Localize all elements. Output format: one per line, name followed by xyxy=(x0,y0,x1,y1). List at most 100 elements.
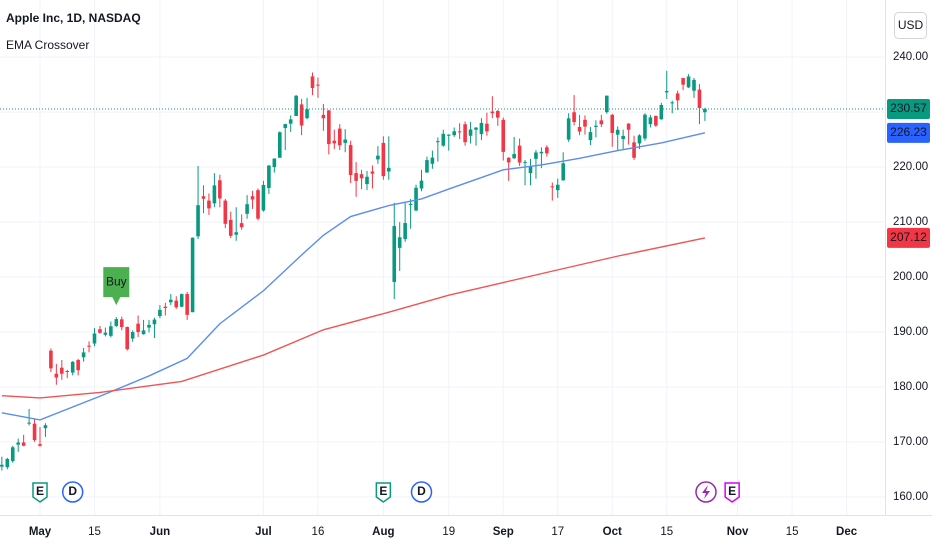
y-tick-label: 170.00 xyxy=(893,436,928,448)
currency-button[interactable] xyxy=(894,12,927,39)
candle-body xyxy=(245,204,249,214)
candle-body xyxy=(278,132,282,158)
y-tick-label: 160.00 xyxy=(893,491,928,503)
x-tick-label: Oct xyxy=(603,526,622,538)
event-marker xyxy=(61,481,84,503)
candle-body xyxy=(605,95,609,113)
event-marker xyxy=(32,482,48,503)
candle-body xyxy=(496,111,500,118)
axes: 160.00 170.00 180.00 190.00 200.00 210.00 220.… xyxy=(29,51,928,538)
candle-body xyxy=(212,185,217,204)
price-label: 230.57 xyxy=(890,101,927,115)
event-label: D xyxy=(417,484,426,498)
candle-body xyxy=(223,200,228,224)
candle-body xyxy=(32,423,37,441)
candle-body xyxy=(81,352,86,358)
candle-body xyxy=(169,299,173,303)
candle-body xyxy=(294,95,298,116)
candle-body xyxy=(299,104,304,126)
x-tick-label: Nov xyxy=(727,526,749,538)
candle-body xyxy=(250,196,255,200)
candle-body xyxy=(354,173,358,181)
candle-body xyxy=(60,367,64,374)
candle-body xyxy=(43,425,48,429)
candle-body xyxy=(501,119,506,152)
candle-body xyxy=(359,174,364,179)
candle-body xyxy=(376,155,380,160)
candle-body xyxy=(365,176,369,185)
candle-body xyxy=(446,134,451,136)
candle-body xyxy=(474,127,478,130)
candle-body xyxy=(403,223,407,240)
y-tick-label: 240.00 xyxy=(893,51,928,63)
candle-body xyxy=(425,160,429,173)
candle-body xyxy=(664,90,669,93)
candle-body xyxy=(414,187,418,211)
candle-body xyxy=(457,131,462,133)
event-label: E xyxy=(36,484,44,498)
candle-body xyxy=(485,123,489,132)
lightning-icon xyxy=(702,485,710,499)
candle-body xyxy=(310,76,315,88)
candle-body xyxy=(697,89,702,108)
candle-body xyxy=(675,93,680,101)
price-label: 207.12 xyxy=(890,230,927,244)
candle-body xyxy=(659,104,664,120)
candle-body xyxy=(256,190,260,219)
candle-body xyxy=(387,167,391,172)
x-tick-label: 16 xyxy=(312,526,325,538)
candle-body xyxy=(430,157,435,164)
candle-body xyxy=(588,132,593,141)
candle-body xyxy=(218,180,222,199)
candle-body xyxy=(147,324,151,328)
candle-body xyxy=(583,119,587,127)
candle-body xyxy=(561,163,565,181)
candle-body xyxy=(87,345,91,347)
candle-body xyxy=(654,115,658,126)
candle-body xyxy=(555,184,560,191)
candle-body xyxy=(441,133,446,146)
candle-body xyxy=(621,135,625,140)
candle-body xyxy=(125,327,129,350)
ema-line xyxy=(1,132,706,421)
candle-body xyxy=(136,323,140,333)
candle-body xyxy=(201,196,206,199)
candle-body xyxy=(261,184,266,211)
candle-body xyxy=(228,219,233,236)
candle-body xyxy=(452,131,456,136)
candle-body xyxy=(316,84,320,86)
candle-body xyxy=(381,142,386,177)
event-marker xyxy=(375,482,392,503)
candle-body xyxy=(463,124,467,143)
candle-body xyxy=(572,112,576,123)
candle-body xyxy=(234,232,238,235)
price-label-box xyxy=(887,227,930,248)
price-label: 226.23 xyxy=(890,125,927,139)
candle-body xyxy=(92,333,97,344)
x-tick-label: Dec xyxy=(836,526,858,538)
y-tick-label: 220.00 xyxy=(893,161,928,173)
candle-body xyxy=(686,76,691,88)
candle-body xyxy=(419,180,424,189)
candle-body xyxy=(594,125,598,127)
ema-line xyxy=(1,237,706,399)
candle-body xyxy=(119,319,124,328)
candle-body xyxy=(566,118,571,140)
candle-body xyxy=(348,145,353,176)
candle-body xyxy=(130,332,135,339)
x-tick-label: Sep xyxy=(493,526,514,538)
candle-body xyxy=(436,141,440,143)
candle-body xyxy=(626,123,631,130)
price-label-box xyxy=(887,98,930,119)
candle-body xyxy=(239,223,244,228)
candle-body xyxy=(670,102,674,104)
candle-body xyxy=(49,350,53,369)
candle-body xyxy=(648,117,653,125)
x-tick-label: Jun xyxy=(150,526,170,538)
x-tick-label: 19 xyxy=(442,526,455,538)
plot: Buy xyxy=(0,70,885,471)
x-tick-label: Jul xyxy=(255,526,272,538)
candle-body xyxy=(54,373,59,378)
